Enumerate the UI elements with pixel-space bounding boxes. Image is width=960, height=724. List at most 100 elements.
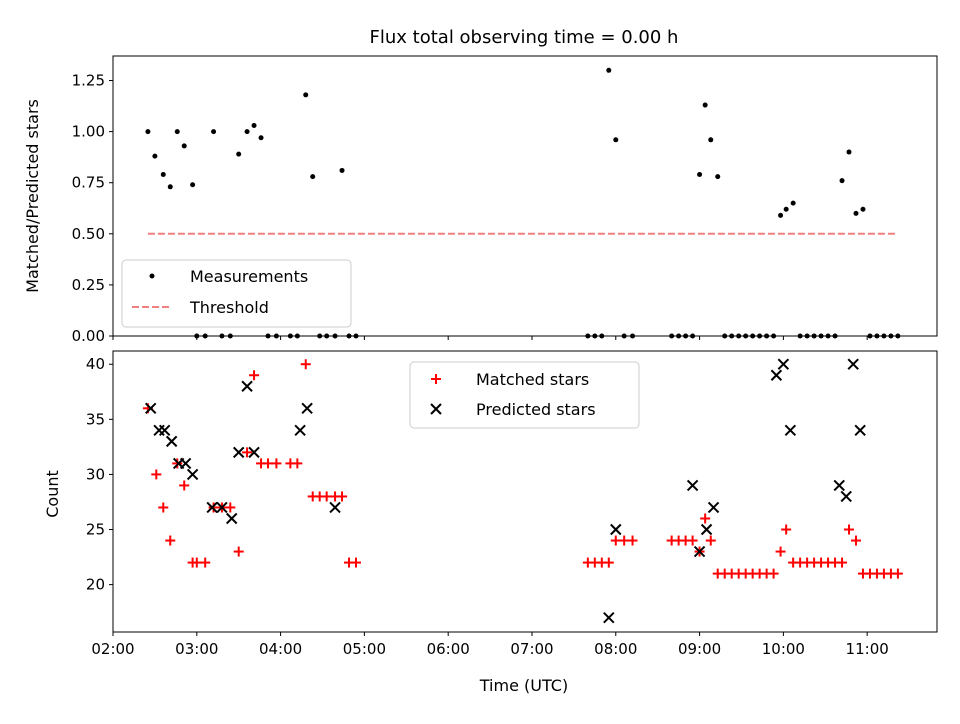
predicted-x-b bbox=[707, 501, 720, 514]
measurement-point bbox=[778, 212, 784, 218]
matched-star-marker bbox=[844, 524, 855, 535]
chart-title: Flux total observing time = 0.00 h bbox=[370, 27, 679, 48]
predicted-x-b bbox=[784, 424, 797, 437]
measurement-point bbox=[715, 174, 721, 180]
measurement-point bbox=[846, 149, 852, 155]
matched-star-marker bbox=[158, 502, 169, 513]
predicted-star-marker bbox=[784, 424, 797, 437]
measurement-point bbox=[258, 135, 264, 141]
top-y-tick-label: 1.00 bbox=[72, 123, 105, 141]
predicted-x-b bbox=[186, 468, 199, 481]
matched-star-marker bbox=[705, 535, 716, 546]
top-panel: 0.00 0.25 0.50 0.75 1.00 1.25 bbox=[72, 55, 938, 345]
top-y-tick-label: 1.25 bbox=[72, 72, 105, 90]
predicted-star-marker bbox=[329, 501, 341, 514]
legend-marker-matched bbox=[431, 374, 441, 384]
measurement-point bbox=[181, 143, 187, 149]
predicted-star-marker bbox=[707, 501, 720, 514]
matched-star-marker bbox=[200, 557, 211, 568]
legend-label-threshold: Threshold bbox=[189, 298, 269, 317]
matched-star-marker bbox=[191, 557, 202, 568]
measurement-point bbox=[174, 129, 180, 135]
predicted-star-marker bbox=[206, 501, 218, 514]
matched-star-marker bbox=[775, 546, 786, 557]
top-y-tick-label: 0.00 bbox=[72, 327, 105, 345]
measurement-point bbox=[839, 178, 845, 184]
x-tick-label: 05:00 bbox=[343, 640, 386, 658]
matched-star-marker bbox=[687, 535, 698, 546]
x-tick-label: 11:00 bbox=[846, 640, 889, 658]
predicted-x-b bbox=[216, 501, 228, 514]
predicted-x-b bbox=[206, 501, 218, 514]
matched-star-marker bbox=[781, 524, 792, 535]
bottom-y-tick-label: 30 bbox=[86, 465, 105, 483]
predicted-star-marker bbox=[301, 402, 313, 415]
measurement-point bbox=[190, 182, 196, 188]
predicted-x-b bbox=[610, 523, 622, 536]
bottom-y-axis-label: Count bbox=[43, 470, 62, 518]
predicted-x-b bbox=[241, 380, 253, 392]
measurement-point bbox=[152, 153, 158, 159]
x-tick-label: 03:00 bbox=[175, 640, 218, 658]
predicted-star-marker bbox=[145, 402, 157, 415]
predicted-star-marker bbox=[603, 611, 615, 624]
x-tick-label: 07:00 bbox=[510, 640, 553, 658]
predicted-x-b bbox=[686, 479, 699, 492]
matched-star-marker bbox=[619, 535, 630, 546]
predicted-x-b bbox=[840, 490, 852, 503]
bottom-y-tick-label: 35 bbox=[86, 410, 105, 428]
predicted-x-b bbox=[226, 512, 238, 525]
x-tick-label: 06:00 bbox=[427, 640, 470, 658]
predicted-star-marker bbox=[693, 545, 706, 558]
matched-star-marker bbox=[165, 535, 176, 546]
predicted-star-marker bbox=[700, 523, 713, 536]
predicted-star-marker bbox=[854, 424, 866, 437]
matched-star-marker bbox=[337, 491, 348, 502]
predicted-star-marker bbox=[847, 358, 859, 370]
matched-star-marker bbox=[233, 546, 244, 557]
measurement-point bbox=[339, 167, 345, 173]
predicted-x-b bbox=[301, 402, 313, 415]
top-y-tick-label: 0.25 bbox=[72, 276, 105, 294]
predicted-star-marker bbox=[179, 457, 192, 470]
predicted-star-marker bbox=[294, 424, 306, 437]
predicted-x-b bbox=[165, 435, 178, 448]
x-tick-label: 02:00 bbox=[91, 640, 134, 658]
predicted-x-b bbox=[145, 402, 157, 415]
predicted-x-b bbox=[854, 424, 866, 437]
matched-star-marker bbox=[300, 359, 311, 370]
matched-star-marker bbox=[892, 568, 903, 579]
legend-label-predicted: Predicted stars bbox=[476, 400, 596, 419]
predicted-star-marker bbox=[241, 380, 253, 392]
predicted-star-marker bbox=[777, 358, 790, 370]
predicted-x-b bbox=[693, 545, 706, 558]
matched-star-marker bbox=[321, 491, 332, 502]
x-tick-label: 04:00 bbox=[259, 640, 302, 658]
predicted-star-marker bbox=[165, 435, 178, 448]
matched-star-marker bbox=[627, 535, 638, 546]
measurement-point bbox=[251, 122, 257, 128]
top-y-tick-label: 0.75 bbox=[72, 174, 105, 192]
matched-star-marker bbox=[700, 513, 711, 524]
matched-star-marker bbox=[603, 557, 614, 568]
measurement-point bbox=[160, 172, 166, 178]
bottom-legend-box bbox=[409, 361, 640, 429]
bottom-y-tick-label: 20 bbox=[86, 576, 105, 594]
legend-label-matched: Matched stars bbox=[476, 370, 589, 389]
predicted-x-b bbox=[294, 424, 306, 437]
predicted-x-b bbox=[777, 358, 790, 370]
predicted-star-marker bbox=[610, 523, 622, 536]
matched-star-marker bbox=[151, 469, 162, 480]
matched-star-marker bbox=[850, 535, 861, 546]
measurement-point bbox=[613, 137, 619, 143]
top-legend-box bbox=[121, 259, 352, 328]
bottom-y-tick-label: 40 bbox=[86, 355, 105, 373]
predicted-x-b bbox=[603, 611, 615, 624]
legend-marker-predicted bbox=[430, 403, 442, 415]
top-y-tick-label: 0.50 bbox=[72, 225, 105, 243]
bottom-panel: 20 25 30 35 40 02:00 03:00 04:00 05:00 06:00 07:00… bbox=[86, 350, 938, 658]
measurement-point bbox=[167, 184, 173, 190]
x-axis-label: Time (UTC) bbox=[479, 676, 568, 695]
